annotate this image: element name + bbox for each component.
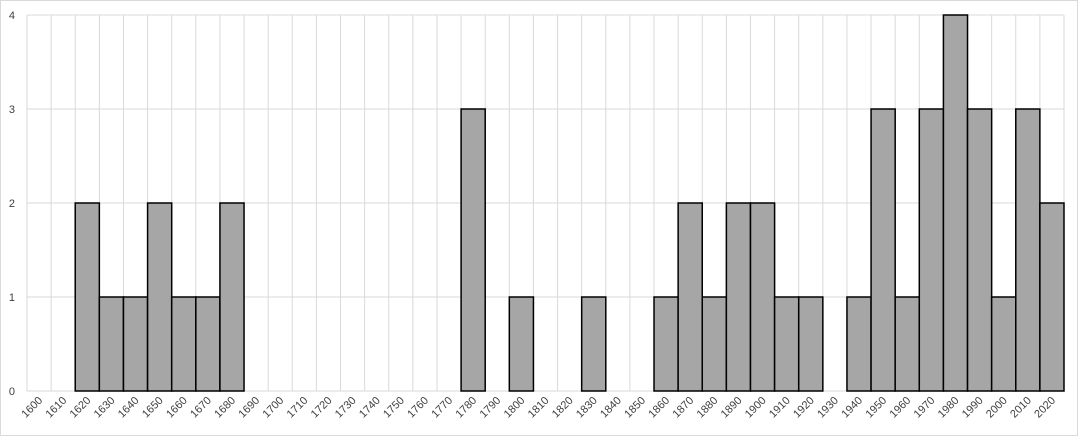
- bar: [1039, 202, 1065, 392]
- bar: [725, 202, 752, 392]
- bar: [749, 202, 776, 392]
- bar: [170, 296, 197, 392]
- bar: [797, 296, 824, 392]
- bar: [460, 108, 486, 392]
- y-tick-label: 2: [9, 198, 15, 210]
- bar: [942, 14, 969, 392]
- bar: [74, 202, 101, 392]
- bar: [846, 296, 872, 392]
- bar: [677, 202, 704, 392]
- bar: [918, 108, 945, 392]
- bar: [701, 296, 728, 392]
- bar: [894, 296, 921, 392]
- bar: [990, 296, 1017, 392]
- bar: [870, 108, 896, 392]
- y-tick-label: 3: [9, 104, 15, 116]
- bar: [122, 296, 149, 392]
- bar: [653, 296, 679, 392]
- y-tick-label: 0: [9, 386, 15, 398]
- bar: [195, 296, 221, 392]
- bar: [966, 108, 993, 392]
- bar: [580, 296, 607, 392]
- y-tick-label: 1: [9, 292, 15, 304]
- bar: [98, 296, 125, 392]
- bar: [508, 296, 535, 392]
- y-tick-label: 4: [9, 10, 15, 22]
- bar: [146, 202, 173, 392]
- bar: [773, 296, 800, 392]
- bar: [1015, 108, 1041, 392]
- bar: [219, 202, 245, 392]
